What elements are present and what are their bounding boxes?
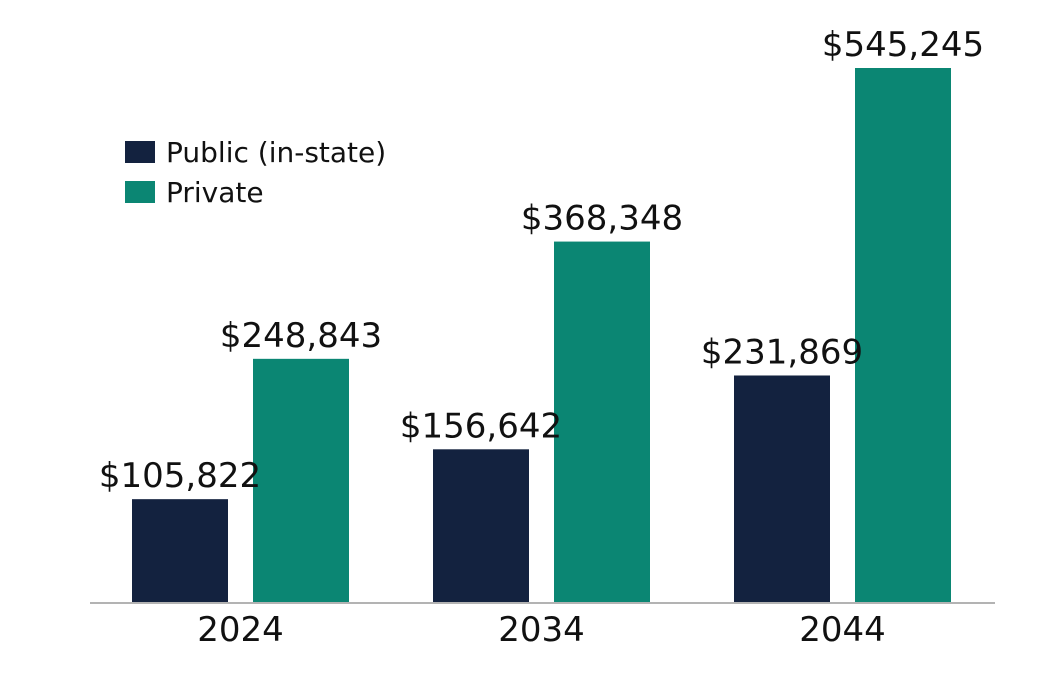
bar-private-2034	[554, 241, 650, 603]
x-tick-labels: 2024 2034 2044	[197, 610, 886, 650]
value-label-private-2034: $368,348	[521, 199, 683, 239]
value-label-private-2044: $545,245	[822, 25, 984, 65]
value-label-public-2044: $231,869	[701, 332, 863, 372]
bar-private-2044	[855, 68, 951, 603]
legend-swatch-public	[125, 141, 155, 163]
value-label-public-2024: $105,822	[99, 456, 261, 496]
bar-private-2024	[253, 358, 349, 603]
legend-label-private: Private	[166, 176, 264, 209]
legend-label-public: Public (in-state)	[166, 136, 386, 169]
bar-public-2034	[433, 449, 529, 603]
value-label-public-2034: $156,642	[400, 406, 562, 446]
value-label-private-2024: $248,843	[220, 316, 382, 356]
legend: Public (in-state) Private	[125, 136, 386, 209]
x-tick-label-2044: 2044	[799, 610, 886, 650]
bar-public-2024	[132, 499, 228, 603]
legend-swatch-private	[125, 181, 155, 203]
value-labels-group: $105,822 $248,843 $156,642 $368,348 $231,869…	[99, 25, 984, 496]
x-tick-label-2024: 2024	[197, 610, 284, 650]
bars-group	[132, 68, 951, 603]
bar-public-2044	[734, 375, 830, 603]
x-tick-label-2034: 2034	[498, 610, 585, 650]
